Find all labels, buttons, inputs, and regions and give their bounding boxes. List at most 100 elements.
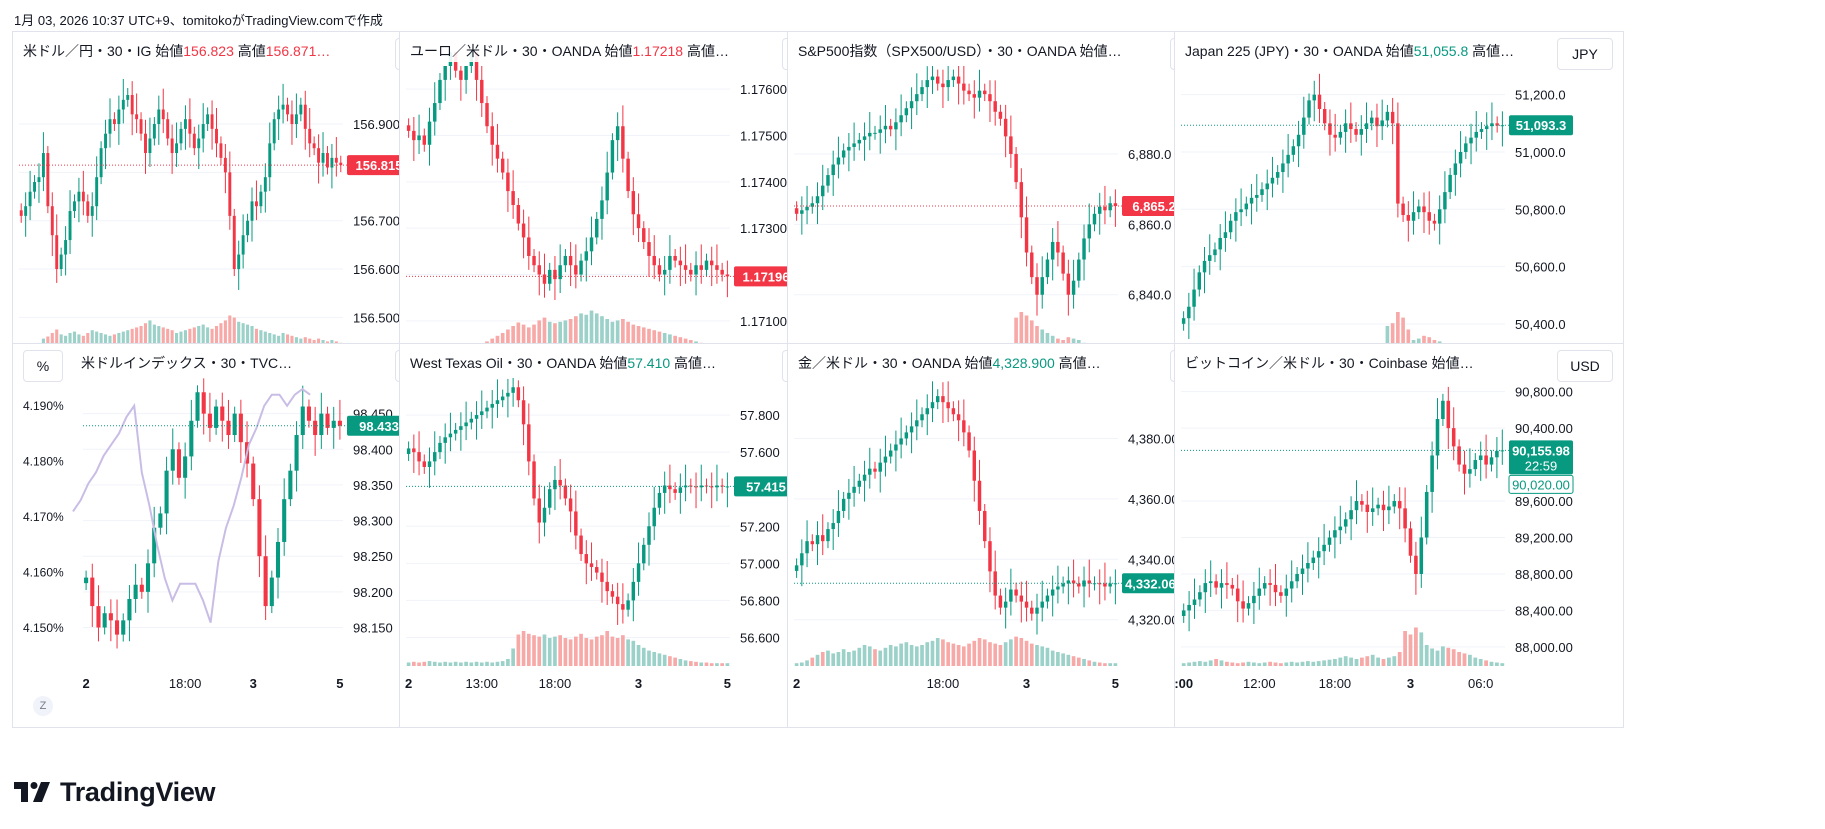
candle[interactable]: [37, 177, 41, 183]
candle[interactable]: [170, 449, 175, 471]
candle[interactable]: [176, 449, 181, 478]
candle[interactable]: [662, 485, 667, 493]
candle[interactable]: [251, 463, 256, 500]
candle[interactable]: [542, 507, 547, 523]
candle[interactable]: [55, 235, 59, 270]
candle[interactable]: [1009, 136, 1013, 154]
candle[interactable]: [553, 479, 557, 490]
candle[interactable]: [694, 486, 698, 488]
candle[interactable]: [862, 474, 867, 481]
candle[interactable]: [1406, 215, 1411, 221]
candle[interactable]: [334, 157, 338, 163]
candle[interactable]: [899, 115, 903, 123]
candle[interactable]: [1019, 595, 1024, 602]
candle[interactable]: [459, 426, 463, 430]
candle[interactable]: [878, 462, 882, 472]
candle[interactable]: [1214, 581, 1218, 588]
candle[interactable]: [1333, 134, 1337, 138]
candle[interactable]: [1087, 224, 1091, 239]
candle[interactable]: [308, 128, 312, 144]
candle[interactable]: [506, 392, 510, 397]
candle[interactable]: [427, 461, 432, 467]
candle[interactable]: [232, 413, 237, 436]
candle[interactable]: [1082, 238, 1086, 260]
chart-panel[interactable]: 88,000.00 88,400.00 88,800.00 89,200.00 89,6…: [1174, 343, 1624, 728]
candle[interactable]: [1349, 123, 1353, 130]
candle[interactable]: [1003, 118, 1008, 137]
candle[interactable]: [438, 442, 442, 453]
candle[interactable]: [1375, 117, 1379, 127]
candle[interactable]: [1306, 563, 1310, 569]
candle[interactable]: [417, 135, 421, 141]
candle[interactable]: [568, 498, 573, 512]
candle[interactable]: [821, 535, 825, 542]
candle[interactable]: [1108, 583, 1112, 587]
chart-panel[interactable]: 4.150% 4.160% 4.170% 4.180% 4.190% 98.150 98.2…: [12, 343, 462, 728]
candle[interactable]: [532, 255, 536, 266]
candle[interactable]: [1014, 589, 1018, 596]
candle[interactable]: [459, 70, 463, 80]
candle[interactable]: [506, 172, 510, 192]
candle[interactable]: [86, 201, 90, 216]
candle[interactable]: [197, 138, 201, 149]
candle[interactable]: [657, 492, 662, 508]
left-scale-unit-button[interactable]: %: [23, 350, 63, 382]
candle[interactable]: [1202, 260, 1207, 273]
candle[interactable]: [704, 260, 709, 270]
candle[interactable]: [192, 133, 196, 149]
candle[interactable]: [1322, 108, 1327, 124]
candle[interactable]: [117, 109, 121, 125]
candle[interactable]: [1451, 428, 1456, 447]
candle[interactable]: [433, 452, 437, 462]
candle[interactable]: [1281, 163, 1285, 173]
candle[interactable]: [1268, 583, 1272, 585]
candle[interactable]: [1066, 273, 1071, 295]
candle[interactable]: [998, 595, 1003, 608]
candle[interactable]: [448, 433, 453, 438]
candle[interactable]: [537, 265, 541, 275]
candle[interactable]: [1225, 583, 1229, 585]
candle[interactable]: [1411, 212, 1416, 221]
candle[interactable]: [1198, 592, 1202, 600]
chart-title[interactable]: 金／米ドル・30・OANDA 始値4,328.900 高値…: [798, 352, 1153, 374]
candle[interactable]: [1097, 583, 1102, 585]
candle[interactable]: [657, 265, 662, 275]
candle[interactable]: [135, 114, 139, 120]
candle[interactable]: [615, 596, 620, 605]
candle[interactable]: [605, 172, 609, 201]
candle[interactable]: [1077, 259, 1081, 281]
candle[interactable]: [1082, 580, 1086, 587]
candle[interactable]: [600, 572, 604, 582]
candle[interactable]: [412, 448, 416, 453]
candle[interactable]: [1197, 272, 1202, 290]
candle[interactable]: [126, 95, 130, 100]
candle[interactable]: [417, 452, 421, 462]
candle[interactable]: [720, 269, 724, 275]
candle[interactable]: [238, 413, 243, 443]
candle[interactable]: [941, 83, 945, 88]
candle[interactable]: [589, 563, 594, 568]
candle[interactable]: [24, 206, 28, 216]
candle[interactable]: [210, 114, 214, 129]
candle[interactable]: [259, 191, 263, 207]
currency-unit-button[interactable]: USD: [1557, 350, 1613, 382]
candle[interactable]: [1307, 100, 1311, 118]
candle[interactable]: [1061, 252, 1065, 274]
candle[interactable]: [662, 269, 667, 275]
candle[interactable]: [189, 420, 194, 457]
candle[interactable]: [81, 191, 85, 202]
candle[interactable]: [337, 420, 342, 426]
candle[interactable]: [183, 119, 187, 129]
candle[interactable]: [636, 214, 641, 229]
candle[interactable]: [490, 126, 494, 145]
candle[interactable]: [1241, 601, 1245, 609]
candle[interactable]: [102, 613, 107, 628]
candle[interactable]: [269, 577, 274, 607]
candle[interactable]: [1246, 603, 1251, 609]
candle[interactable]: [1208, 255, 1212, 261]
candle[interactable]: [1370, 117, 1374, 124]
candle[interactable]: [121, 99, 125, 110]
candle[interactable]: [683, 265, 688, 270]
candle[interactable]: [794, 565, 799, 571]
candle[interactable]: [857, 480, 862, 487]
